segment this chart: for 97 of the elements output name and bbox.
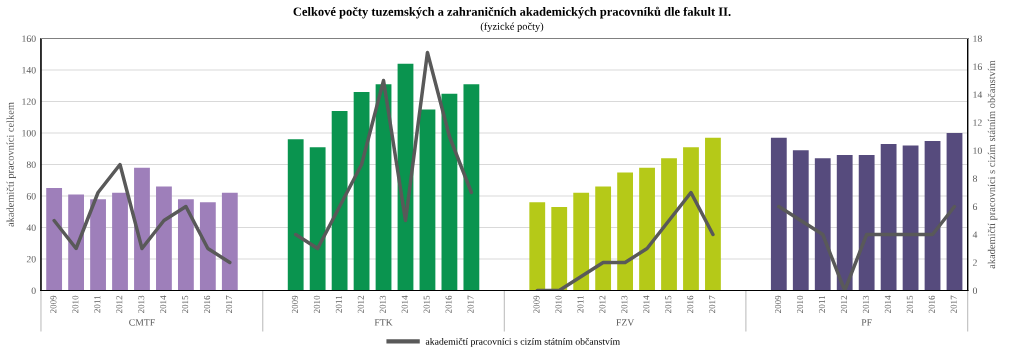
bar xyxy=(705,137,721,291)
bar xyxy=(68,194,84,291)
y2-tick-label: 4 xyxy=(972,231,978,238)
y2-tick-label: 6 xyxy=(972,203,978,210)
bar xyxy=(595,186,612,291)
x-tick-label: 2013 xyxy=(379,295,386,314)
y-tick-label: 0 xyxy=(31,287,36,294)
y-tick-label: 60 xyxy=(26,192,36,200)
text: FTK xyxy=(374,319,393,326)
x-tick-label: 2009 xyxy=(50,295,57,314)
x-tick-label: 2012 xyxy=(599,295,606,314)
x-tick-label: 2015 xyxy=(665,295,672,314)
legend-label: akademičtí pracovníci s cizím státním občanstvím xyxy=(425,337,620,347)
y-tick-label: 20 xyxy=(26,255,36,263)
bar xyxy=(617,172,634,291)
bar xyxy=(287,139,304,291)
x-tick-label: 2015 xyxy=(182,295,189,314)
x-tick-label: 2015 xyxy=(423,295,430,314)
x-tick-label: 2016 xyxy=(928,295,935,314)
bar xyxy=(221,192,238,291)
y-tick-label: 100 xyxy=(22,129,36,137)
x-tick-label: 2016 xyxy=(687,295,694,314)
y2-tick-label: 0 xyxy=(972,287,978,294)
bar xyxy=(573,192,590,291)
y2-tick-label: 16 xyxy=(973,63,982,70)
x-tick-label: 2011 xyxy=(577,295,584,313)
x-tick-label: 2013 xyxy=(138,295,145,314)
bar xyxy=(331,110,348,291)
bar xyxy=(836,155,853,291)
bar xyxy=(309,147,326,291)
x-tick-label: 2009 xyxy=(774,295,782,314)
bar xyxy=(419,109,436,291)
text: PF xyxy=(861,319,872,326)
y2-tick-label: 14 xyxy=(973,91,983,98)
bar xyxy=(551,207,568,291)
bar xyxy=(770,137,787,291)
bar xyxy=(177,199,194,291)
text: FZV xyxy=(616,319,635,326)
x-tick-label: 2010 xyxy=(313,295,320,314)
y-tick-label: 80 xyxy=(26,161,36,168)
y2-tick-label: 18 xyxy=(973,35,982,42)
y-tick-label: 160 xyxy=(22,35,36,42)
bar xyxy=(134,167,150,291)
x-tick-label: 2011 xyxy=(818,295,825,313)
y2-tick-label: 10 xyxy=(973,147,982,154)
bar xyxy=(353,92,370,291)
x-tick-label: 2011 xyxy=(335,295,342,313)
text: CMTF xyxy=(129,319,155,326)
x-tick-label: 2009 xyxy=(533,295,540,314)
x-tick-label: 2017 xyxy=(467,295,474,314)
bar xyxy=(156,186,172,291)
bar xyxy=(112,192,128,291)
x-tick-label: 2014 xyxy=(401,295,408,314)
y2-tick-label: 8 xyxy=(972,175,978,182)
bar xyxy=(792,150,809,291)
x-tick-label: 2010 xyxy=(555,295,562,314)
x-tick-label: 2014 xyxy=(160,295,167,314)
bar xyxy=(90,199,106,291)
bar xyxy=(639,167,655,291)
bar xyxy=(858,155,875,291)
bar xyxy=(463,84,480,291)
chart-title: Celkové počty tuzemských a zahraničních akademických pracovníků dle fakult II. xyxy=(293,6,731,19)
bar xyxy=(661,158,677,291)
x-tick-label: 2013 xyxy=(621,295,628,314)
x-tick-label: 2009 xyxy=(291,295,298,314)
x-tick-label: 2017 xyxy=(709,295,716,314)
bar xyxy=(924,140,941,291)
chart-subtitle: (fyzické počty) xyxy=(480,22,544,32)
bar xyxy=(529,202,546,291)
bar xyxy=(946,133,963,291)
bar xyxy=(199,202,216,291)
x-tick-label: 2012 xyxy=(116,295,123,314)
x-tick-label: 2011 xyxy=(94,295,101,313)
x-tick-label: 2014 xyxy=(643,295,650,314)
x-tick-label: 2014 xyxy=(884,295,891,314)
y2-tick-label: 12 xyxy=(973,119,982,126)
bar xyxy=(902,145,919,291)
x-tick-label: 2013 xyxy=(862,295,869,314)
x-tick-label: 2010 xyxy=(796,295,804,314)
y-tick-label: 140 xyxy=(22,66,36,74)
bar xyxy=(683,147,699,291)
bar xyxy=(814,158,831,291)
y-tick-label: 40 xyxy=(26,224,36,231)
x-tick-label: 2012 xyxy=(357,295,364,314)
x-tick-label: 2017 xyxy=(225,295,233,314)
x-tick-label: 2016 xyxy=(445,295,452,314)
x-tick-label: 2010 xyxy=(72,295,79,314)
bar xyxy=(46,188,63,291)
y-axis-title: akademičtí pracovníci celkem xyxy=(6,102,16,227)
y-tick-label: 120 xyxy=(22,98,36,105)
x-tick-label: 2017 xyxy=(950,295,957,314)
x-tick-label: 2015 xyxy=(906,295,913,314)
x-tick-label: 2012 xyxy=(840,295,847,314)
y2-axis-title: akademičtí pracovníci s cizím státním občanstvím xyxy=(987,60,998,269)
y2-tick-label: 2 xyxy=(972,259,977,266)
bar xyxy=(880,144,897,291)
x-tick-label: 2016 xyxy=(204,295,211,314)
